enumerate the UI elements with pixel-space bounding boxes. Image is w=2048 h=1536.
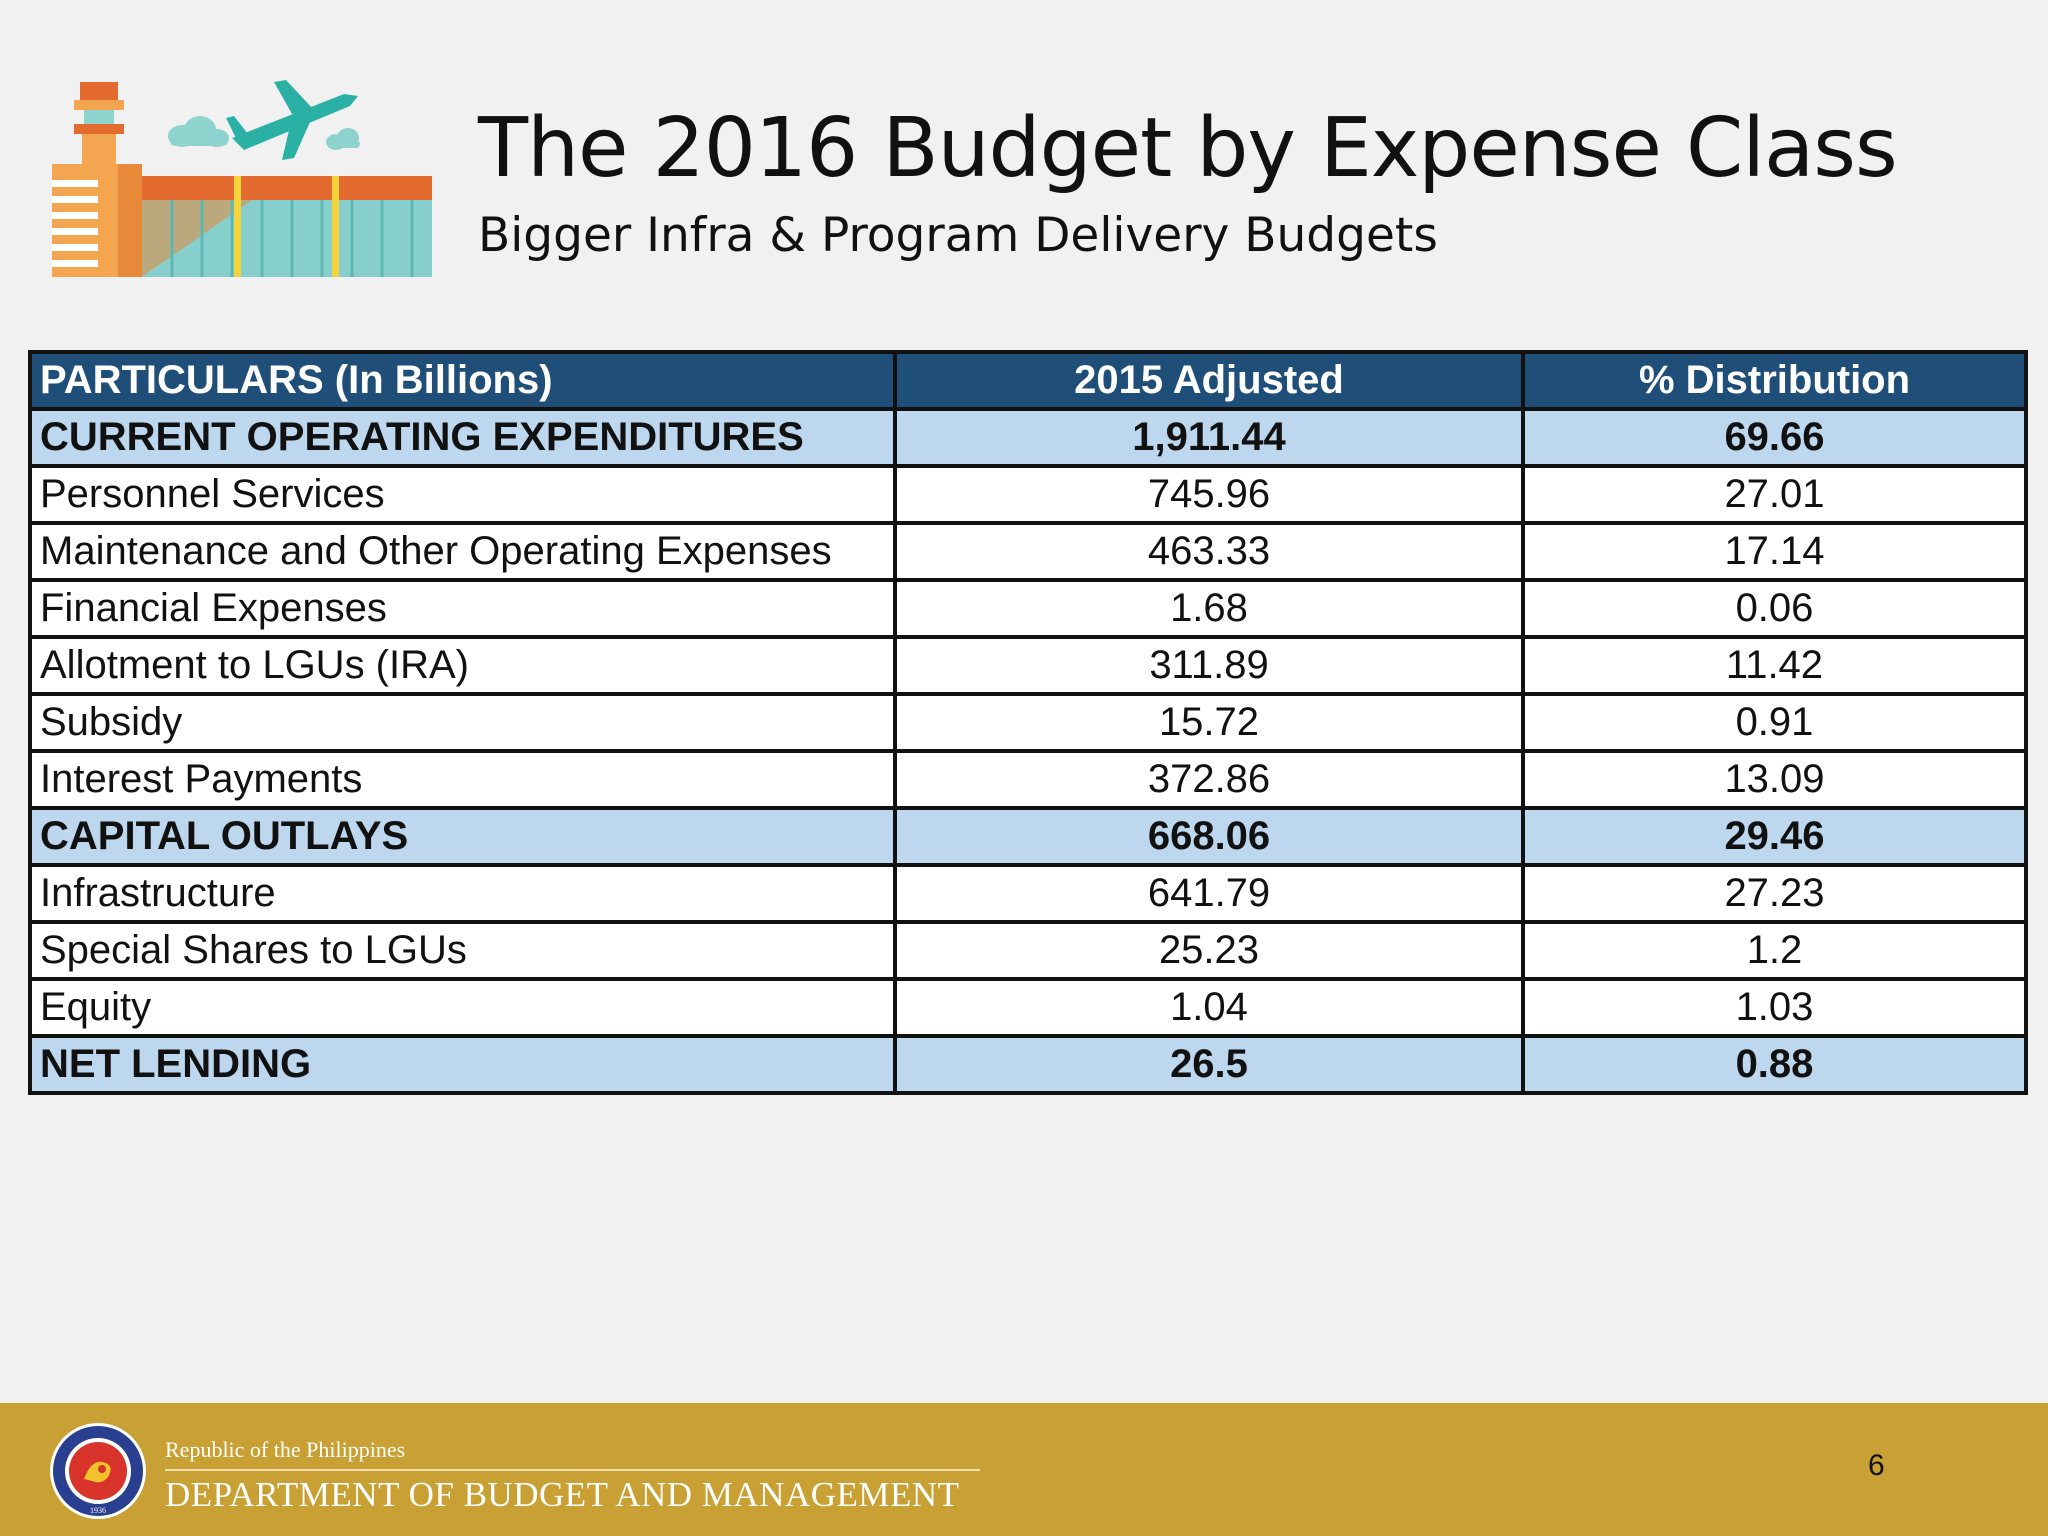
row-label: NET LENDING [28, 1034, 897, 1095]
row-label: CAPITAL OUTLAYS [28, 806, 897, 867]
row-adjusted: 668.06 [893, 806, 1525, 867]
row-label: Infrastructure [28, 863, 897, 924]
table-row: Allotment to LGUs (IRA) 311.89 11.42 [28, 635, 2028, 696]
slide-subtitle: Bigger Infra & Program Delivery Budgets [478, 208, 1438, 263]
row-distribution: 0.91 [1521, 692, 2028, 753]
airport-terminal-illustration [52, 80, 432, 277]
row-adjusted: 1,911.44 [893, 407, 1525, 468]
table-row: Special Shares to LGUs 25.23 1.2 [28, 920, 2028, 981]
table-row: Personnel Services 745.96 27.01 [28, 464, 2028, 525]
table-row: Equity 1.04 1.03 [28, 977, 2028, 1038]
row-label: Allotment to LGUs (IRA) [28, 635, 897, 696]
row-adjusted: 15.72 [893, 692, 1525, 753]
header-2015-adjusted: 2015 Adjusted [893, 350, 1525, 411]
row-distribution: 0.06 [1521, 578, 2028, 639]
row-label: Equity [28, 977, 897, 1038]
seal-year: 1936 [90, 1506, 106, 1515]
row-adjusted: 1.04 [893, 977, 1525, 1038]
table-row: CURRENT OPERATING EXPENDITURES 1,911.44 … [28, 407, 2028, 468]
row-distribution: 11.42 [1521, 635, 2028, 696]
row-adjusted: 641.79 [893, 863, 1525, 924]
table-row: Financial Expenses 1.68 0.06 [28, 578, 2028, 639]
table-row: Subsidy 15.72 0.91 [28, 692, 2028, 753]
row-distribution: 27.23 [1521, 863, 2028, 924]
row-adjusted: 25.23 [893, 920, 1525, 981]
row-distribution: 17.14 [1521, 521, 2028, 582]
row-adjusted: 311.89 [893, 635, 1525, 696]
slide-title: The 2016 Budget by Expense Class [478, 101, 1898, 196]
row-label: Special Shares to LGUs [28, 920, 897, 981]
row-distribution: 69.66 [1521, 407, 2028, 468]
row-adjusted: 745.96 [893, 464, 1525, 525]
row-distribution: 0.88 [1521, 1034, 2028, 1095]
footer-department: DEPARTMENT OF BUDGET AND MANAGEMENT [165, 1475, 960, 1514]
row-adjusted: 26.5 [893, 1034, 1525, 1095]
row-adjusted: 1.68 [893, 578, 1525, 639]
row-label: Maintenance and Other Operating Expenses [28, 521, 897, 582]
budget-table: PARTICULARS (In Billions) 2015 Adjusted … [28, 350, 2028, 1095]
page-number: 6 [1868, 1449, 1885, 1482]
footer-divider [165, 1469, 980, 1471]
table-row: CAPITAL OUTLAYS 668.06 29.46 [28, 806, 2028, 867]
table-row: Infrastructure 641.79 27.23 [28, 863, 2028, 924]
row-adjusted: 463.33 [893, 521, 1525, 582]
row-adjusted: 372.86 [893, 749, 1525, 810]
row-label: CURRENT OPERATING EXPENDITURES [28, 407, 897, 468]
dbm-seal-icon: 1936 [50, 1423, 146, 1519]
table-row: Maintenance and Other Operating Expenses… [28, 521, 2028, 582]
footer-bar: 1936 Republic of the Philippines DEPARTM… [0, 1403, 2048, 1536]
table-header-row: PARTICULARS (In Billions) 2015 Adjusted … [28, 350, 2028, 411]
row-distribution: 27.01 [1521, 464, 2028, 525]
footer-republic: Republic of the Philippines [165, 1437, 406, 1462]
row-distribution: 29.46 [1521, 806, 2028, 867]
row-label: Financial Expenses [28, 578, 897, 639]
row-label: Interest Payments [28, 749, 897, 810]
row-distribution: 13.09 [1521, 749, 2028, 810]
header-particulars: PARTICULARS (In Billions) [28, 350, 897, 411]
table-row: Interest Payments 372.86 13.09 [28, 749, 2028, 810]
row-label: Subsidy [28, 692, 897, 753]
row-label: Personnel Services [28, 464, 897, 525]
header-distribution: % Distribution [1521, 350, 2028, 411]
row-distribution: 1.03 [1521, 977, 2028, 1038]
table-row: NET LENDING 26.5 0.88 [28, 1034, 2028, 1095]
row-distribution: 1.2 [1521, 920, 2028, 981]
